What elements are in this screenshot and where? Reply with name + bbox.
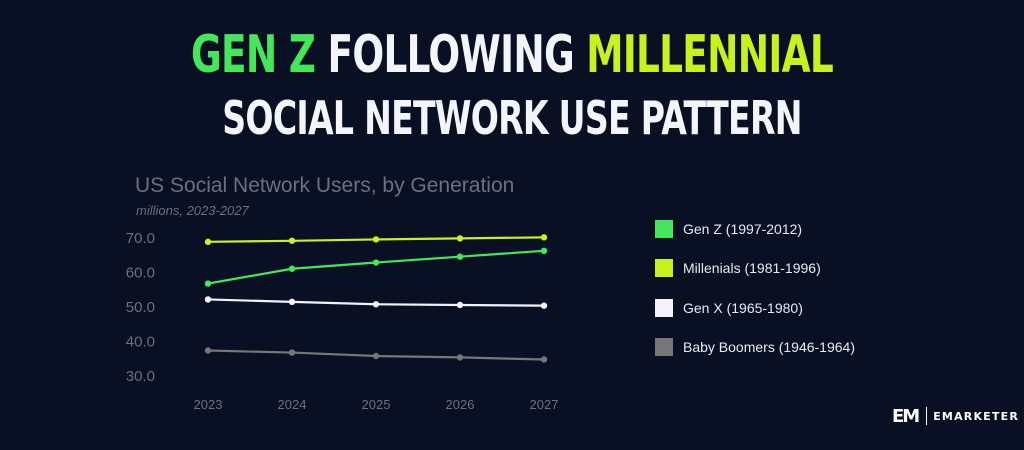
legend-swatch: [655, 338, 673, 356]
data-point: [372, 236, 380, 243]
x-tick-label: 2026: [446, 397, 475, 412]
headline-following: following: [327, 25, 575, 85]
chart-subtitle: millions, 2023-2027: [136, 203, 249, 218]
x-tick-label: 2024: [278, 397, 307, 412]
y-tick-label: 50.0: [126, 299, 155, 316]
data-point: [288, 298, 296, 306]
y-tick-label: 30.0: [126, 368, 155, 385]
headline-gen-z: Gen Z: [190, 25, 316, 85]
data-point: [372, 301, 380, 308]
brand-divider: [926, 407, 928, 425]
data-point: [204, 347, 212, 354]
legend-swatch: [655, 299, 673, 317]
series-line-0: [207, 249, 545, 285]
legend-label: Baby Boomers (1946-1964): [683, 339, 855, 355]
data-point: [456, 301, 464, 309]
data-point: [456, 253, 464, 260]
brand-logo-icon: EM: [892, 405, 920, 427]
data-point: [456, 235, 464, 242]
data-point: [456, 354, 464, 361]
x-tick-label: 2023: [194, 397, 223, 412]
brand-mark: EM EMARKETER: [892, 405, 1019, 427]
brand-name: EMARKETER: [933, 409, 1019, 423]
chart-title: US Social Network Users, by Generation: [135, 174, 515, 197]
x-tick-label: 2025: [362, 397, 391, 412]
x-tick-label: 2027: [530, 397, 559, 412]
data-point: [204, 296, 212, 303]
data-point: [540, 234, 548, 241]
data-point: [372, 259, 380, 266]
y-tick-label: 40.0: [126, 334, 155, 351]
data-point: [540, 247, 548, 254]
data-point: [288, 237, 296, 244]
data-point: [288, 349, 296, 356]
data-point: [204, 280, 212, 287]
y-tick-label: 70.0: [126, 230, 155, 247]
legend-label: Gen Z (1997-2012): [683, 221, 803, 237]
legend-label: Millenials (1981-1996): [683, 260, 821, 276]
headline-millennial: Millennial: [586, 25, 833, 85]
data-point: [540, 302, 548, 309]
data-point: [372, 352, 380, 360]
y-tick-label: 60.0: [126, 265, 155, 282]
data-point: [288, 265, 296, 272]
headline-line-1: Gen Z following Millennial: [143, 20, 880, 90]
legend-swatch: [655, 259, 673, 277]
legend-label: Gen X (1965-1980): [683, 300, 803, 316]
headline-line-2: Social Network Use Pattern: [222, 91, 802, 145]
data-point: [540, 356, 548, 363]
data-point: [204, 238, 212, 246]
legend-swatch: [655, 220, 673, 238]
